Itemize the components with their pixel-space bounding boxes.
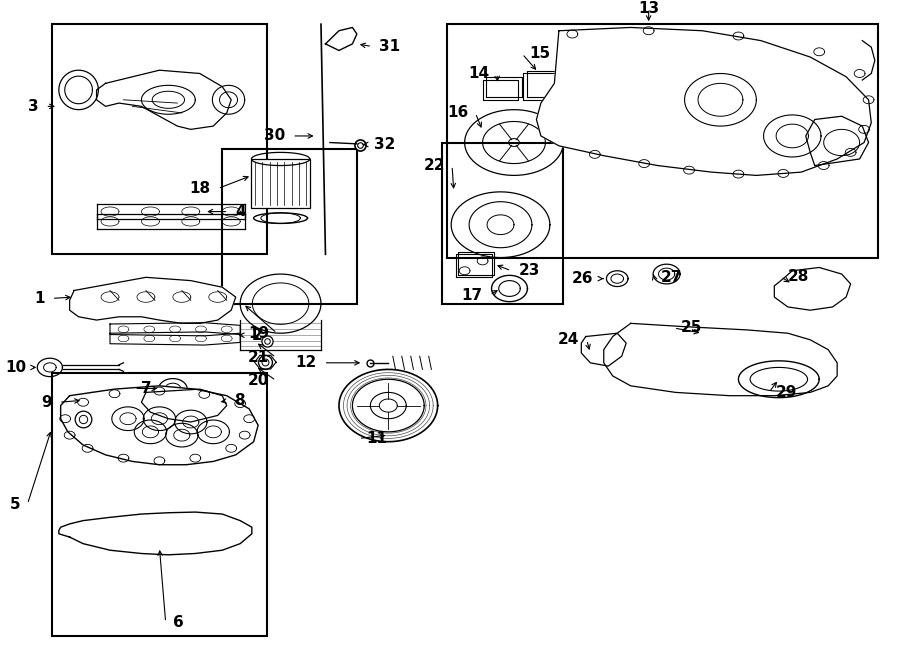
Text: 21: 21 [248,350,269,365]
Bar [222,149,357,304]
Text: 15: 15 [529,46,551,62]
Polygon shape [141,389,227,422]
Bar [251,159,310,209]
Text: 16: 16 [447,105,468,120]
Polygon shape [110,322,240,336]
Text: 27: 27 [662,270,682,285]
Polygon shape [60,386,258,465]
Text: 4: 4 [236,204,247,219]
Text: 9: 9 [41,395,51,410]
Text: 5: 5 [10,496,20,512]
Polygon shape [774,267,850,310]
Polygon shape [536,27,871,175]
Polygon shape [806,117,868,166]
Polygon shape [110,332,240,345]
Text: 18: 18 [189,181,211,196]
Text: 3: 3 [28,99,38,114]
Text: 14: 14 [469,66,490,81]
Text: 7: 7 [141,381,152,396]
Text: 28: 28 [788,269,809,284]
Polygon shape [604,323,837,396]
Text: 17: 17 [462,287,482,303]
Text: 23: 23 [518,263,540,278]
Text: 11: 11 [366,431,387,446]
Bar [442,142,563,304]
Text: 8: 8 [234,393,245,408]
Polygon shape [581,333,626,366]
Text: 12: 12 [295,355,317,370]
Text: 30: 30 [264,128,285,144]
Text: 25: 25 [681,320,702,336]
Bar [51,373,267,636]
Text: 1: 1 [34,291,44,306]
Bar [51,24,267,254]
Text: 2: 2 [252,328,263,343]
Text: 13: 13 [638,1,659,16]
Text: 22: 22 [423,158,445,173]
Text: 26: 26 [572,271,593,286]
Polygon shape [69,277,236,323]
Text: 20: 20 [248,373,269,388]
Text: 31: 31 [379,39,400,54]
Text: 24: 24 [558,332,580,348]
Text: 29: 29 [776,385,797,400]
Text: 10: 10 [5,360,26,375]
Text: 19: 19 [248,326,270,341]
Polygon shape [58,512,252,555]
Text: 6: 6 [173,615,184,630]
Text: 32: 32 [374,137,395,152]
Bar [446,24,878,258]
